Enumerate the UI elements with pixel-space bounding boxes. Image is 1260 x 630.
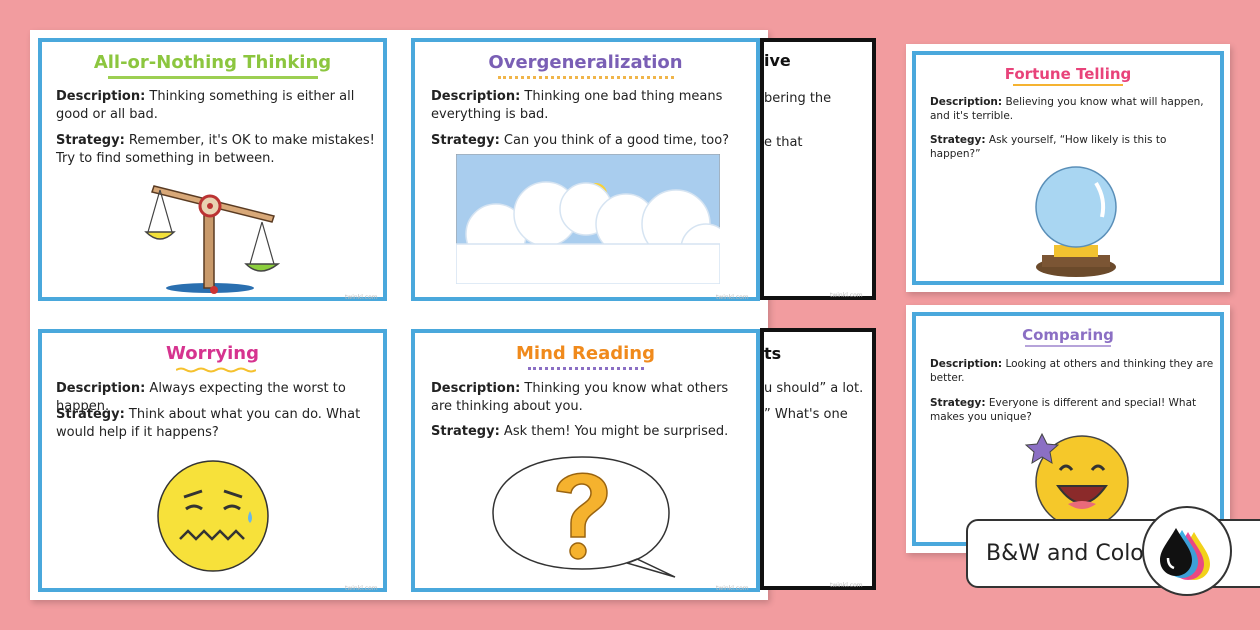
card-title: Overgeneralization (488, 52, 683, 73)
strategy: Strategy: Ask them! You might be surpris… (431, 424, 729, 439)
description: Description: Always expecting the worst … (56, 381, 346, 414)
card-fortune-telling: Fortune Telling Description: Believing y… (912, 51, 1224, 285)
strategy: Strategy: Can you think of a good time, … (431, 133, 730, 148)
footer-mark: twinkl.com (716, 585, 749, 592)
card-comparing: Comparing Description: Looking at others… (912, 312, 1224, 546)
card-all-or-nothing: All-or-Nothing Thinking Description: Thi… (38, 38, 387, 301)
card-mind-reading: Mind Reading Description: Thinking you k… (411, 329, 760, 592)
card-title: Comparing (1022, 326, 1114, 344)
card-text-fragment: ” What's one (764, 407, 848, 422)
description: Description: Believing you know what wil… (930, 96, 1204, 123)
strategy: Strategy: Ask yourself, “How likely is t… (930, 134, 1167, 161)
description: Description: Thinking one bad thing mean… (431, 89, 723, 122)
strategy: Strategy: Everyone is different and spec… (930, 397, 1197, 424)
badge-label: B&W and Color (986, 541, 1153, 566)
cloudy-sky-illustration (456, 154, 720, 284)
description: Description: Thinking something is eithe… (56, 89, 355, 122)
question-thought-bubble-illustration (492, 456, 676, 578)
worried-face-illustration (157, 460, 269, 572)
balance-scale-illustration (144, 185, 280, 294)
card-title: Mind Reading (515, 343, 656, 364)
card-text-fragment: u should” a lot. (764, 381, 864, 396)
description: Description: Thinking you know what othe… (431, 381, 729, 414)
title-underline (497, 76, 674, 79)
card-title: ts (764, 344, 782, 363)
title-underline (527, 367, 644, 370)
title-underline (1025, 345, 1111, 347)
description: Description: Looking at others and think… (930, 358, 1214, 385)
card-worrying: Worrying Description: Always expecting t… (38, 329, 387, 592)
title-underline (107, 76, 318, 79)
strategy: Strategy: Remember, it's OK to make mist… (56, 133, 375, 166)
footer-mark: twinkl.com (830, 582, 863, 589)
title-underline (176, 367, 256, 373)
card-title: Worrying (166, 343, 259, 364)
card-hidden-bottom: ts u should” a lot. ” What's one (760, 328, 876, 590)
footer-mark: twinkl.com (716, 294, 749, 301)
ink-drops-icon (1142, 506, 1232, 596)
footer-mark: twinkl.com (345, 585, 378, 592)
card-title: All-or-Nothing Thinking (93, 52, 332, 73)
card-title: Fortune Telling (1004, 65, 1132, 83)
card-text-fragment: e that (764, 135, 803, 150)
footer-mark: twinkl.com (345, 294, 378, 301)
card-hidden-top: ive bering the e that (760, 38, 876, 300)
title-underline (1013, 84, 1123, 86)
happy-face-with-star-illustration (1024, 432, 1129, 528)
footer-mark: twinkl.com (830, 292, 863, 299)
card-text-fragment: bering the (764, 91, 832, 106)
card-overgeneralization: Overgeneralization Description: Thinking… (411, 38, 760, 301)
crystal-ball-illustration (1035, 166, 1117, 277)
card-title: ive (764, 51, 791, 70)
strategy: Strategy: Think about what you can do. W… (56, 407, 361, 440)
